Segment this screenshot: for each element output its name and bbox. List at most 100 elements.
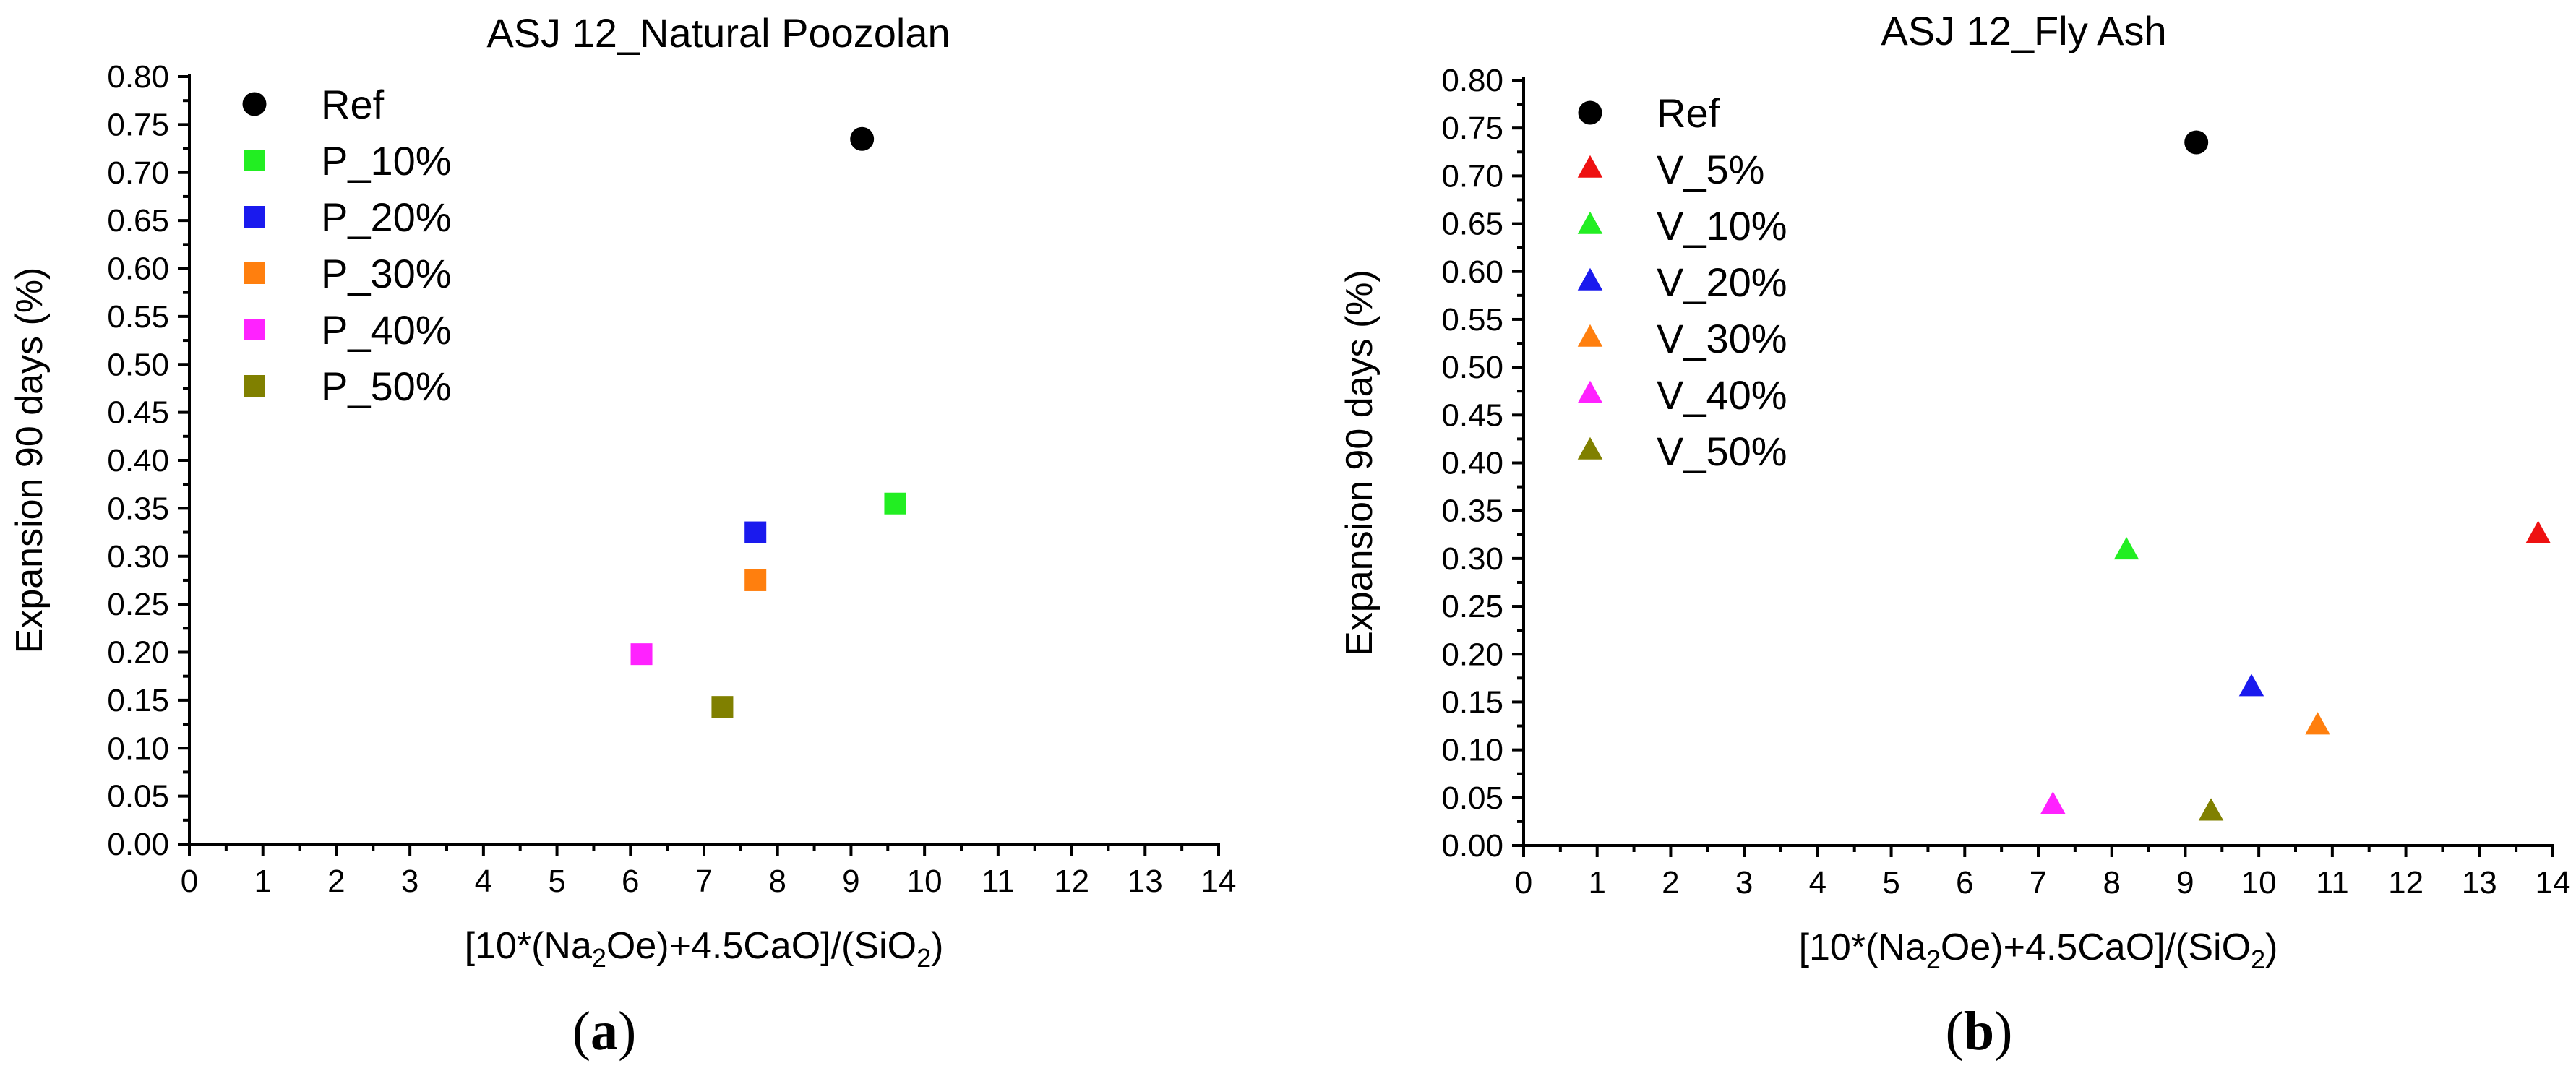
y-axis-label: Expansion 90 days (%) <box>1339 270 1381 656</box>
legend-item: P_20% <box>244 194 452 240</box>
chart-panel-a: ASJ 12_Natural Poozolan 0.00 0.05 0.10 0.15 0… <box>9 10 1236 1062</box>
x-tick-label: 4 <box>475 864 492 899</box>
y-tick-label: 0.15 <box>1441 684 1503 720</box>
legend-item: Ref <box>1578 90 1720 136</box>
x-tick-label: 2 <box>327 864 345 899</box>
y-tick-label: 0.40 <box>107 443 169 478</box>
legend-label: V_10% <box>1657 203 1787 249</box>
y-tick-label: 0.45 <box>1441 397 1503 433</box>
y-tick-label: 0.55 <box>1441 302 1503 337</box>
x-axis-label: [10*(Na2Oe)+4.5CaO]/(SiO2) <box>1799 926 2278 974</box>
y-tick-label: 0.00 <box>107 827 169 862</box>
data-point <box>2238 674 2264 697</box>
legend-item: V_20% <box>1577 259 1787 305</box>
y-tick-label: 0.35 <box>107 491 169 526</box>
x-axis-label-part: ) <box>931 925 943 967</box>
legend-label: Ref <box>321 82 385 127</box>
y-tick-label: 0.20 <box>107 635 169 671</box>
legend-label: V_5% <box>1657 147 1764 192</box>
x-tick-label: 2 <box>1662 865 1679 900</box>
data-point <box>2198 798 2224 821</box>
x-axis-label-part: ) <box>2265 926 2277 968</box>
panel-label-part: a <box>591 1001 618 1062</box>
y-tick-label: 0.75 <box>1441 111 1503 146</box>
legend-label: V_40% <box>1657 372 1787 418</box>
x-tick-label: 7 <box>695 864 713 899</box>
x-tick-label: 8 <box>2103 865 2120 900</box>
x-tick-label: 14 <box>1201 864 1237 899</box>
panel-label-part: ( <box>1946 1001 1964 1062</box>
legend-marker-icon <box>244 319 265 340</box>
legend-marker-icon <box>244 262 265 284</box>
legend: Ref V_5% V_10% V_20% V_30% V_40% V_50% <box>1577 90 1787 474</box>
y-tick-label: 0.65 <box>107 203 169 238</box>
data-point <box>2184 130 2209 155</box>
x-axis-label-subscript: 2 <box>1926 945 1941 974</box>
x-tick-label: 6 <box>622 864 639 899</box>
x-tick-label: 7 <box>2030 865 2047 900</box>
y-axis-label: Expansion 90 days (%) <box>9 267 51 654</box>
data-point <box>744 521 767 543</box>
x-tick-label: 8 <box>768 864 786 899</box>
data-point <box>850 126 875 151</box>
x-tick-label: 11 <box>2316 865 2349 900</box>
y-tick-label: 0.10 <box>107 731 169 766</box>
y-tick-label: 0.80 <box>107 59 169 95</box>
x-tick-label: 10 <box>907 864 943 899</box>
panel-label: (b) <box>1946 1001 2013 1062</box>
y-tick-label: 0.80 <box>1441 63 1503 98</box>
legend-item: V_30% <box>1577 316 1787 361</box>
legend-item: P_50% <box>244 364 452 409</box>
y-tick-label: 0.75 <box>107 107 169 142</box>
legend-marker-icon <box>1578 100 1602 125</box>
data-point <box>2305 712 2330 735</box>
x-tick-label: 12 <box>1054 864 1089 899</box>
legend-item: V_50% <box>1577 429 1787 474</box>
legend-item: V_40% <box>1577 372 1787 418</box>
y-tick-label: 0.45 <box>107 395 169 431</box>
legend-item: V_5% <box>1577 147 1764 192</box>
legend-marker-icon <box>244 150 265 171</box>
x-tick-label: 1 <box>1588 865 1605 900</box>
data-point <box>2040 791 2066 814</box>
legend-marker-icon <box>1577 155 1603 178</box>
legend-marker-icon <box>1577 211 1603 234</box>
y-tick-label: 0.30 <box>1441 541 1503 577</box>
y-tick-label: 0.00 <box>1441 828 1503 864</box>
x-tick-label: 4 <box>1809 865 1826 900</box>
legend-marker-icon <box>1577 324 1603 347</box>
legend-marker-icon <box>1577 380 1603 403</box>
data-point <box>630 643 653 666</box>
legend-marker-icon <box>242 92 267 116</box>
y-tick-label: 0.25 <box>1441 589 1503 624</box>
y-tick-label: 0.60 <box>107 251 169 287</box>
panel-label-part: ( <box>572 1001 591 1062</box>
legend-label: Ref <box>1657 90 1720 136</box>
chart-panel-b: ASJ 12_Fly Ash 0.00 0.05 0.10 0.15 0.20 0.25 0.… <box>1339 8 2570 1062</box>
legend-label: P_10% <box>321 138 452 184</box>
data-point <box>884 492 906 515</box>
y-tick-label: 0.50 <box>1441 350 1503 385</box>
x-tick-label: 6 <box>1956 865 1973 900</box>
x-tick-label: 1 <box>254 864 271 899</box>
y-tick-label: 0.05 <box>107 779 169 814</box>
x-tick-label: 0 <box>181 864 198 899</box>
panel-label: (a) <box>572 1001 637 1062</box>
x-axis-label-subscript: 2 <box>592 943 606 973</box>
x-tick-label: 5 <box>1882 865 1899 900</box>
x-tick-label: 3 <box>401 864 418 899</box>
x-axis-label: [10*(Na2Oe)+4.5CaO]/(SiO2) <box>465 925 944 973</box>
x-tick-label: 0 <box>1515 865 1532 900</box>
y-tick-label: 0.40 <box>1441 446 1503 481</box>
y-tick-label: 0.70 <box>107 155 169 191</box>
chart-title: ASJ 12_Natural Poozolan <box>486 10 950 56</box>
panel-label-part: b <box>1964 1001 1994 1062</box>
y-tick-label: 0.30 <box>107 539 169 575</box>
legend-item: P_40% <box>244 307 452 353</box>
chart-title: ASJ 12_Fly Ash <box>1881 8 2166 53</box>
legend-label: P_50% <box>321 364 452 409</box>
y-tick-label: 0.65 <box>1441 207 1503 242</box>
legend-item: P_30% <box>244 251 452 296</box>
x-axis-label-part: [10*(Na <box>1799 926 1926 968</box>
y-tick-label: 0.10 <box>1441 733 1503 768</box>
